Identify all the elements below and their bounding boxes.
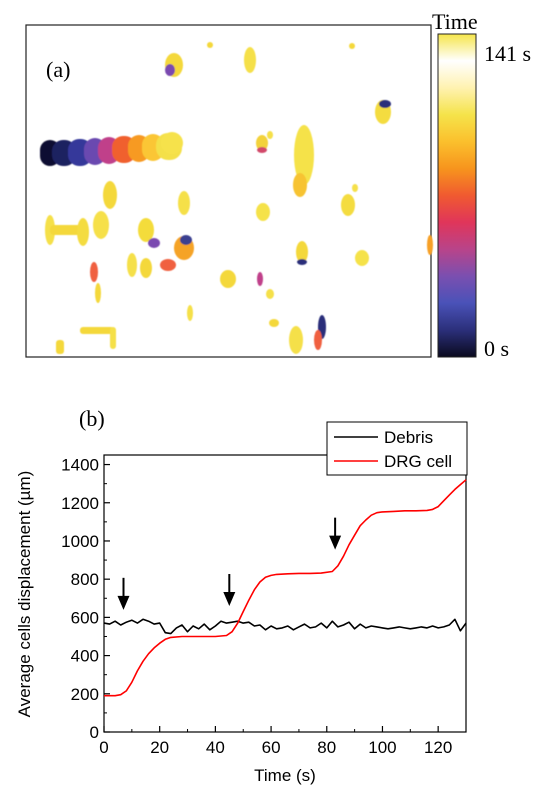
panel-b-label: (b): [79, 406, 105, 431]
event-arrow: [223, 574, 236, 607]
panel-a: (a) Time 141 s 0 s: [25, 9, 531, 361]
y-tick-label: 600: [71, 608, 99, 627]
y-axis-label: Average cells displacement (µm): [15, 471, 34, 718]
y-tick-label: 1000: [61, 532, 99, 551]
colorbar: Time 141 s 0 s: [432, 9, 531, 361]
x-tick-label: 40: [206, 738, 225, 757]
plot-area: [103, 454, 467, 733]
legend-label-drg-cell: DRG cell: [384, 452, 452, 471]
series-line-drg-cell: [104, 479, 467, 697]
x-tick-label: 120: [424, 738, 452, 757]
x-tick-label: 80: [317, 738, 336, 757]
panel-a-label: (a): [46, 57, 70, 82]
y-axis: 0 200 400 600 800 1000 1200 1400: [61, 456, 110, 742]
y-tick-label: 1200: [61, 494, 99, 513]
x-tick-label: 100: [368, 738, 396, 757]
event-arrow: [329, 517, 342, 550]
y-tick-label: 0: [90, 723, 99, 742]
colorbar-min-label: 0 s: [484, 336, 509, 361]
series-line-debris: [103, 618, 467, 635]
y-tick-label: 800: [71, 570, 99, 589]
y-tick-label: 200: [71, 685, 99, 704]
x-tick-label: 60: [262, 738, 281, 757]
x-tick-label: 0: [99, 738, 108, 757]
x-axis-label: Time (s): [254, 766, 316, 785]
legend-label-debris: Debris: [384, 428, 433, 447]
event-arrows: [117, 517, 342, 610]
timelapse-image-content: [40, 42, 433, 354]
event-arrow: [117, 577, 130, 610]
legend-box: [326, 421, 468, 476]
panel-b: (b) 0 20 40 60 80 100 120 0 200 400 600 800 1000 120…: [15, 406, 468, 785]
y-tick-label: 1400: [61, 456, 99, 475]
colorbar-max-label: 141 s: [484, 41, 531, 66]
x-tick-label: 20: [150, 738, 169, 757]
timelapse-image-frame: [25, 24, 432, 358]
y-tick-label: 400: [71, 647, 99, 666]
colorbar-gradient: [437, 33, 477, 358]
legend: Debris DRG cell: [326, 421, 468, 476]
colorbar-title: Time: [432, 9, 478, 34]
series-lines: [103, 479, 467, 697]
x-axis: 0 20 40 60 80 100 120: [99, 726, 452, 757]
